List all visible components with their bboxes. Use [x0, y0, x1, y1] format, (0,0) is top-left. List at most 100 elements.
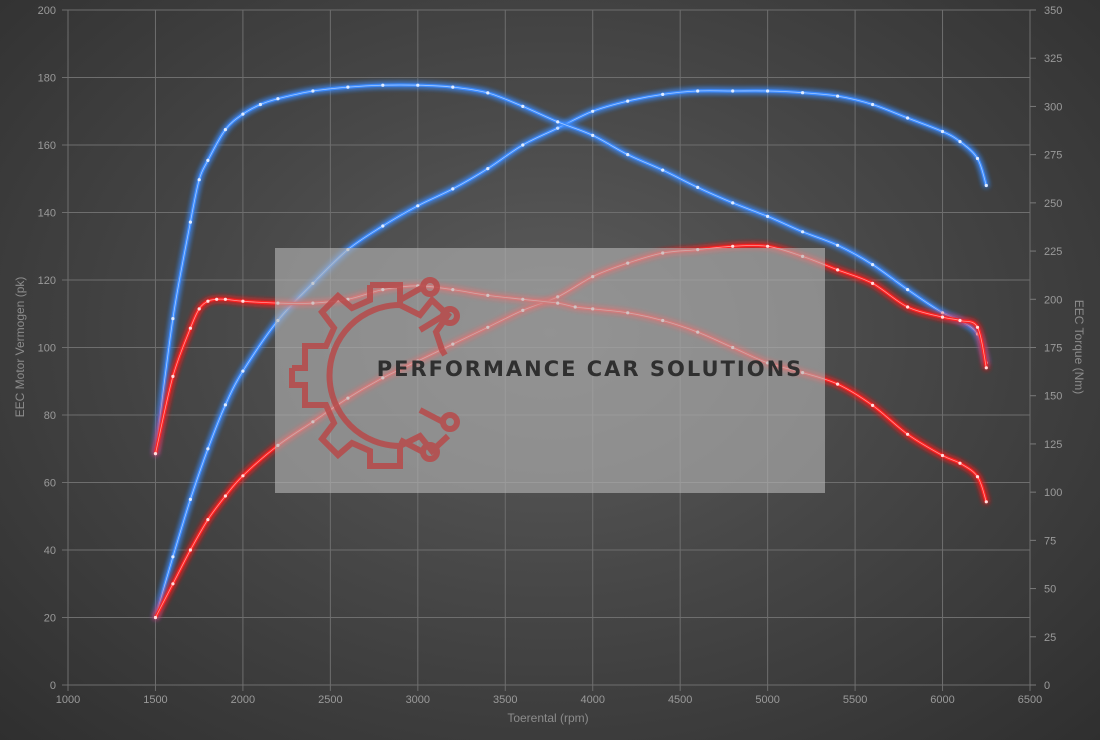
data-point [871, 281, 875, 285]
data-point [206, 158, 210, 162]
y-left-tick-label: 140 [38, 208, 56, 220]
data-point [223, 128, 227, 132]
x-tick-label: 2500 [318, 694, 342, 706]
data-point [521, 104, 525, 108]
data-point [223, 494, 227, 498]
x-tick-label: 6500 [1018, 694, 1042, 706]
data-point [381, 224, 385, 228]
x-tick-label: 6000 [930, 694, 954, 706]
data-point [940, 129, 945, 134]
watermark-text: PERFORMANCE CAR SOLUTIONS [377, 357, 804, 381]
data-point [975, 156, 980, 161]
x-tick-label: 3000 [406, 694, 430, 706]
data-point [241, 299, 245, 303]
data-point [940, 311, 945, 315]
data-point [731, 201, 735, 205]
data-point [591, 133, 595, 137]
data-point [906, 288, 910, 292]
data-point [871, 403, 875, 407]
y-right-tick-label: 200 [1044, 294, 1062, 306]
data-point [975, 475, 980, 479]
x-tick-label: 1000 [56, 694, 80, 706]
x-tick-label: 5500 [843, 694, 867, 706]
data-point [836, 382, 840, 386]
data-point [223, 297, 227, 301]
data-point [801, 91, 805, 95]
data-point [696, 185, 700, 189]
series-blue-left [153, 89, 988, 620]
x-tick-label: 4000 [580, 694, 604, 706]
data-point [241, 369, 245, 373]
y-right-tick-label: 0 [1044, 680, 1050, 692]
x-tick-label: 5000 [755, 694, 779, 706]
data-point [556, 126, 560, 130]
data-point [958, 140, 962, 144]
data-point [188, 497, 192, 501]
data-point [626, 153, 630, 157]
y-right-tick-label: 325 [1044, 53, 1062, 65]
data-point [153, 615, 158, 620]
y-left-tick-label: 180 [38, 73, 56, 85]
data-point [188, 548, 192, 552]
data-point [984, 183, 988, 188]
data-point [416, 83, 420, 87]
y-right-tick-label: 125 [1044, 439, 1062, 451]
data-point [241, 112, 245, 116]
y-right-tick-label: 75 [1044, 535, 1056, 547]
data-point [521, 143, 525, 147]
data-point [197, 307, 201, 311]
y-right-tick-label: 275 [1044, 150, 1062, 162]
y-left-tick-label: 120 [38, 275, 56, 287]
data-point [940, 315, 945, 319]
data-point [906, 432, 910, 436]
data-point [731, 89, 735, 93]
data-point [215, 297, 219, 301]
data-point [958, 461, 962, 465]
y-right-tick-label: 150 [1044, 391, 1062, 403]
data-point [836, 268, 840, 272]
data-point [153, 452, 158, 456]
y-right-tick-label: 250 [1044, 198, 1062, 210]
data-point [206, 518, 210, 522]
y-left-tick-label: 100 [38, 343, 56, 355]
data-point [258, 102, 262, 107]
data-point [486, 91, 490, 95]
y-left-tick-label: 80 [44, 410, 56, 422]
data-point [984, 366, 988, 370]
data-point [984, 500, 988, 504]
data-point [696, 89, 700, 93]
data-point [626, 99, 630, 103]
data-point [311, 89, 315, 93]
y-right-tick-label: 350 [1044, 5, 1062, 17]
data-point [940, 453, 945, 458]
data-point [906, 305, 910, 309]
y-right-tick-label: 225 [1044, 246, 1062, 258]
data-point [661, 168, 665, 172]
y-left-tick-label: 160 [38, 140, 56, 152]
data-point [906, 116, 910, 120]
x-tick-label: 2000 [231, 694, 255, 706]
data-point [766, 214, 770, 218]
data-point [171, 317, 175, 321]
data-point [416, 204, 420, 208]
data-point [381, 83, 385, 87]
x-tick-label: 4500 [668, 694, 692, 706]
data-point [766, 89, 770, 93]
y-right-axis-title: EEC Torque (Nm) [1072, 300, 1086, 394]
gear-circuit-logo-icon [289, 277, 460, 469]
data-point [223, 403, 227, 407]
data-point [731, 244, 735, 248]
data-point [591, 109, 595, 113]
y-right-tick-label: 300 [1044, 101, 1062, 113]
data-point [958, 318, 962, 323]
data-point [206, 299, 210, 303]
data-point [871, 102, 875, 107]
y-right-tick-label: 175 [1044, 343, 1062, 355]
data-point [171, 374, 175, 378]
y-left-tick-label: 60 [44, 478, 56, 490]
data-point [801, 230, 805, 234]
data-point [836, 243, 840, 247]
data-point [171, 555, 175, 559]
data-point [836, 94, 840, 98]
